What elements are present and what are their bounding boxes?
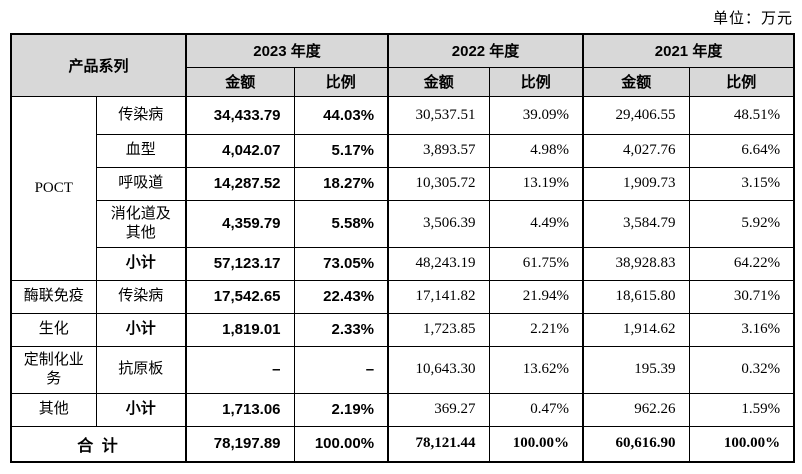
ratio-cell: 61.75% xyxy=(488,246,584,281)
ratio-cell: 3.16% xyxy=(688,312,795,347)
ratio-cell: 3.15% xyxy=(688,166,795,201)
ratio-cell: 2.19% xyxy=(293,392,389,427)
col-header-product-series: 产品系列 xyxy=(10,33,187,97)
ratio-cell: 4.49% xyxy=(488,199,584,248)
ratio-cell: 5.58% xyxy=(293,199,389,248)
amount-cell: – xyxy=(185,345,295,394)
amount-cell: 1,909.73 xyxy=(582,166,690,201)
group-cell-custom: 定制化业 务 xyxy=(10,345,97,394)
group-cell-biochem: 生化 xyxy=(10,312,97,347)
ratio-cell: 21.94% xyxy=(488,279,584,314)
amount-cell: 10,643.30 xyxy=(387,345,490,394)
ratio-cell: 30.71% xyxy=(688,279,795,314)
table-row: 生化 小计 1,819.01 2.33% 1,723.85 2.21% 1,91… xyxy=(10,312,795,347)
ratio-cell: 22.43% xyxy=(293,279,389,314)
amount-cell: 1,819.01 xyxy=(185,312,295,347)
amount-cell: 34,433.79 xyxy=(185,95,295,135)
col-header-amount-2022: 金额 xyxy=(387,66,490,97)
amount-cell: 1,914.62 xyxy=(582,312,690,347)
subcategory-cell: 传染病 xyxy=(95,95,187,135)
col-header-ratio-2021: 比例 xyxy=(688,66,795,97)
ratio-cell: 100.00% xyxy=(488,425,584,463)
amount-cell: 962.26 xyxy=(582,392,690,427)
ratio-cell: 100.00% xyxy=(293,425,389,463)
table-row: 呼吸道 14,287.52 18.27% 10,305.72 13.19% 1,… xyxy=(11,166,795,201)
col-header-ratio-2022: 比例 xyxy=(488,66,584,97)
ratio-cell: 48.51% xyxy=(688,95,795,135)
total-label-cell: 合 计 xyxy=(10,425,187,463)
table-row: 消化道及 其他 4,359.79 5.58% 3,506.39 4.49% 3,… xyxy=(11,199,795,248)
table-row: POCT 传染病 34,433.79 44.03% 30,537.51 39.0… xyxy=(10,95,795,281)
group-cell-other: 其他 xyxy=(10,392,97,427)
col-header-year-2021: 2021 年度 xyxy=(582,33,795,68)
ratio-cell: 5.17% xyxy=(293,133,389,168)
amount-cell: 4,042.07 xyxy=(185,133,295,168)
col-header-amount-2021: 金额 xyxy=(582,66,690,97)
table-row: 血型 4,042.07 5.17% 3,893.57 4.98% 4,027.7… xyxy=(11,133,795,168)
subcategory-cell: 血型 xyxy=(95,133,187,168)
col-header-year-2022: 2022 年度 xyxy=(387,33,584,68)
amount-cell: 3,584.79 xyxy=(582,199,690,248)
product-series-revenue-table: 产品系列 2023 年度 2022 年度 2021 年度 金额 比例 金额 比例… xyxy=(10,33,796,463)
amount-cell: 60,616.90 xyxy=(582,425,690,463)
amount-cell: 1,723.85 xyxy=(387,312,490,347)
amount-cell: 57,123.17 xyxy=(185,246,295,281)
subcategory-cell-subtotal: 小计 xyxy=(95,392,187,427)
amount-cell: 78,197.89 xyxy=(185,425,295,463)
subcategory-cell: 呼吸道 xyxy=(95,166,187,201)
col-header-amount-2023: 金额 xyxy=(185,66,295,97)
table-row: 小计 57,123.17 73.05% 48,243.19 61.75% 38,… xyxy=(11,246,795,281)
header-row-years: 产品系列 2023 年度 2022 年度 2021 年度 xyxy=(10,33,795,97)
ratio-cell: 5.92% xyxy=(688,199,795,248)
amount-cell: 4,359.79 xyxy=(185,199,295,248)
amount-cell: 18,615.80 xyxy=(582,279,690,314)
amount-cell: 38,928.83 xyxy=(582,246,690,281)
amount-cell: 14,287.52 xyxy=(185,166,295,201)
amount-cell: 17,542.65 xyxy=(185,279,295,314)
table-row-total: 合 计 78,197.89 100.00% 78,121.44 100.00% … xyxy=(10,425,795,463)
ratio-cell: 0.47% xyxy=(488,392,584,427)
subcategory-cell: 传染病 xyxy=(95,279,187,314)
subcategory-cell: 消化道及 其他 xyxy=(95,199,187,248)
ratio-cell: 0.32% xyxy=(688,345,795,394)
ratio-cell: 13.19% xyxy=(488,166,584,201)
subcategory-cell: 抗原板 xyxy=(95,345,187,394)
amount-cell: 10,305.72 xyxy=(387,166,490,201)
amount-cell: 369.27 xyxy=(387,392,490,427)
group-cell-poct: POCT xyxy=(10,95,97,281)
col-header-ratio-2023: 比例 xyxy=(293,66,389,97)
amount-cell: 4,027.76 xyxy=(582,133,690,168)
ratio-cell: 64.22% xyxy=(688,246,795,281)
amount-cell: 30,537.51 xyxy=(387,95,490,135)
amount-cell: 3,506.39 xyxy=(387,199,490,248)
header-row-subcolumns: 金额 比例 金额 比例 金额 比例 xyxy=(11,66,795,97)
ratio-cell: 6.64% xyxy=(688,133,795,168)
amount-cell: 29,406.55 xyxy=(582,95,690,135)
amount-cell: 195.39 xyxy=(582,345,690,394)
amount-cell: 1,713.06 xyxy=(185,392,295,427)
ratio-cell: 1.59% xyxy=(688,392,795,427)
ratio-cell: 2.33% xyxy=(293,312,389,347)
table-row: 酶联免疫 传染病 17,542.65 22.43% 17,141.82 21.9… xyxy=(10,279,795,314)
amount-cell: 48,243.19 xyxy=(387,246,490,281)
ratio-cell: – xyxy=(293,345,389,394)
ratio-cell: 4.98% xyxy=(488,133,584,168)
subcategory-cell-subtotal: 小计 xyxy=(95,246,187,281)
ratio-cell: 2.21% xyxy=(488,312,584,347)
ratio-cell: 18.27% xyxy=(293,166,389,201)
ratio-cell: 44.03% xyxy=(293,95,389,135)
amount-cell: 78,121.44 xyxy=(387,425,490,463)
ratio-cell: 39.09% xyxy=(488,95,584,135)
table-row: 其他 小计 1,713.06 2.19% 369.27 0.47% 962.26… xyxy=(10,392,795,427)
ratio-cell: 73.05% xyxy=(293,246,389,281)
amount-cell: 3,893.57 xyxy=(387,133,490,168)
ratio-cell: 100.00% xyxy=(688,425,795,463)
group-cell-elisa: 酶联免疫 xyxy=(10,279,97,314)
amount-cell: 17,141.82 xyxy=(387,279,490,314)
subcategory-cell-subtotal: 小计 xyxy=(95,312,187,347)
col-header-year-2023: 2023 年度 xyxy=(185,33,389,68)
unit-label: 单位：万元 xyxy=(712,11,793,27)
ratio-cell: 13.62% xyxy=(488,345,584,394)
table-row: 定制化业 务 抗原板 – – 10,643.30 13.62% 195.39 0… xyxy=(10,345,795,394)
